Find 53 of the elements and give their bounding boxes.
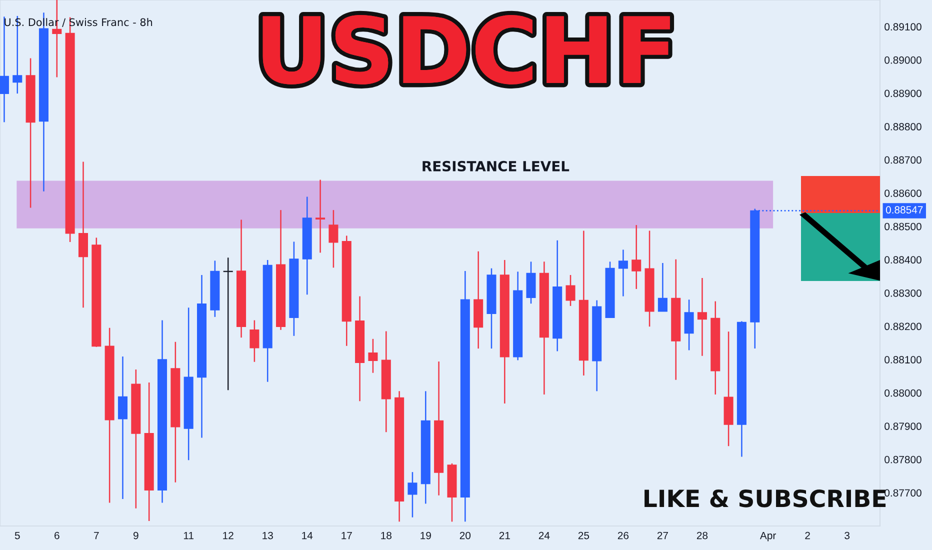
x-tick-label: 6	[54, 532, 60, 540]
y-tick-label: 0.88800	[884, 123, 922, 130]
x-tick-label: 18	[381, 532, 392, 540]
candlestick	[566, 274, 576, 307]
y-tick-label: 0.89000	[884, 56, 922, 64]
x-tick-label: 13	[262, 532, 273, 540]
candlestick	[658, 262, 668, 312]
candlestick	[408, 471, 418, 518]
y-tick-label: 0.88500	[884, 222, 922, 230]
y-tick-label: 0.88400	[884, 256, 922, 264]
x-tick-label: 14	[302, 532, 313, 540]
x-tick-label: 24	[538, 532, 550, 540]
y-tick-label: 0.88200	[884, 322, 922, 330]
x-tick-label: 27	[657, 532, 668, 540]
y-tick-label: 0.88600	[884, 190, 922, 197]
y-tick-label: 0.87800	[884, 456, 922, 464]
chart-title: USDCHF	[262, 15, 670, 84]
ref-line-label: 0.88547	[886, 206, 923, 214]
y-tick-label: 0.88000	[884, 389, 922, 397]
x-tick-label: 12	[223, 532, 234, 540]
candlestick	[368, 338, 378, 374]
x-tick-label: 20	[460, 532, 471, 540]
candlestick	[328, 209, 338, 268]
x-tick-label: Apr	[760, 532, 776, 542]
candlestick	[250, 320, 260, 362]
y-tick-label: 0.89100	[884, 23, 922, 31]
candlestick	[684, 298, 694, 351]
x-tick-label: 21	[499, 532, 510, 540]
candlestick	[618, 249, 628, 297]
x-tick-label: 28	[696, 532, 708, 540]
x-tick-label: 5	[14, 532, 20, 540]
y-tick-label: 0.88100	[884, 356, 922, 364]
x-tick-label: 25	[578, 532, 590, 540]
candlestick	[78, 161, 88, 308]
candlestick	[632, 224, 642, 290]
band-label: RESISTANCE LEVEL	[422, 160, 570, 172]
y-tick-label: 0.88300	[884, 289, 922, 297]
x-tick-label: 9	[134, 532, 138, 540]
y-tick-label: 0.87900	[884, 422, 922, 430]
candlestick	[118, 356, 128, 500]
y-tick-label: 0.87700	[884, 489, 922, 497]
x-tick-label: 26	[618, 532, 629, 540]
y-tick-label: 0.88700	[884, 156, 922, 164]
x-tick-label: 19	[420, 532, 431, 540]
x-tick-label: 17	[342, 532, 352, 540]
x-tick-label: 11	[184, 532, 194, 540]
y-tick-label: 0.88900	[884, 90, 922, 98]
x-tick-label: 2	[805, 532, 810, 540]
candlestick	[697, 277, 707, 357]
x-tick-label: 7	[94, 532, 99, 540]
candlestick	[316, 179, 326, 254]
annotation: LIKE & SUBSCRIBE	[644, 489, 886, 508]
x-tick-label: 3	[844, 532, 850, 540]
